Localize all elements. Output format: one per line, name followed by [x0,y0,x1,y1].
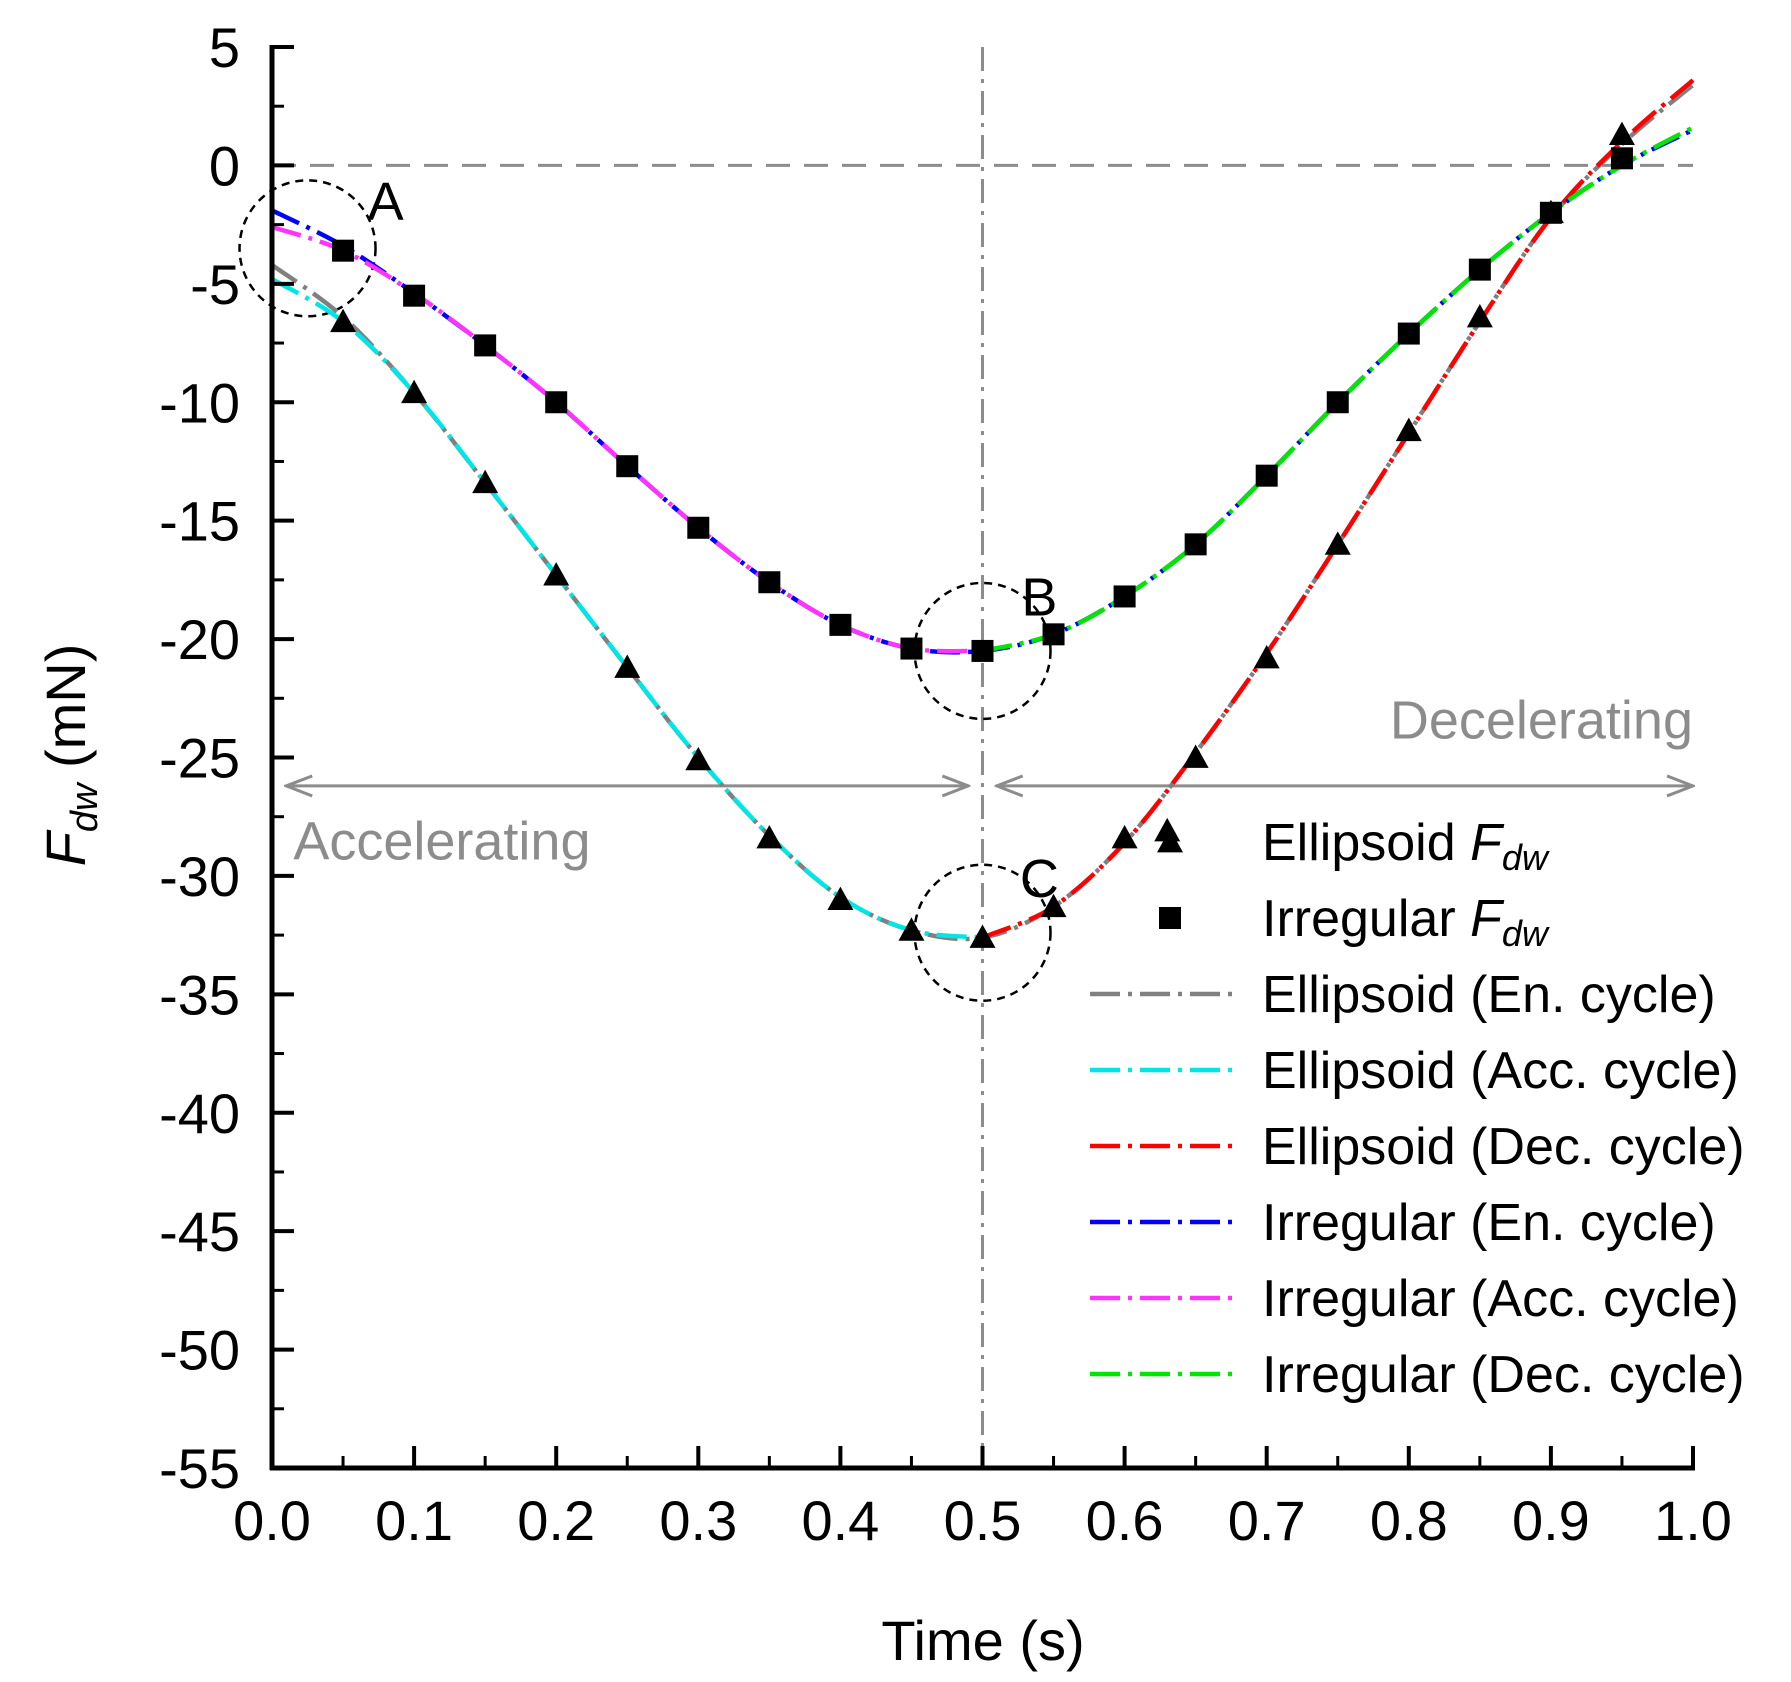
legend-marker-irregular [1159,907,1181,929]
x-axis-label: Time (s) [881,1609,1084,1672]
irregular-marker-point [332,239,355,262]
irregular-marker-point [1326,391,1349,414]
irregular-marker-point [1113,585,1136,608]
y-tick-label: -50 [159,1319,240,1382]
irregular-marker-point [900,637,923,660]
accelerating-label: Accelerating [293,811,590,871]
ellipsoid-marker-point [1324,531,1351,555]
x-tick-label: 0.0 [233,1489,311,1552]
irregular-marker-point [1042,623,1065,646]
x-tick-label: 1.0 [1654,1489,1732,1552]
ellipsoid-marker-point [1253,645,1280,669]
y-axis-label-subscript: dw [64,781,106,832]
y-axis-label-unit: (mN) [34,644,97,784]
y-tick-label: -45 [159,1200,240,1263]
y-axis-label-symbol: F [34,829,97,866]
highlight-circle-a [238,179,377,318]
x-tick-label: 0.3 [659,1489,737,1552]
ellipsoid-marker-point [1040,893,1067,918]
x-tick-label: 0.6 [1086,1489,1164,1552]
x-tick-label: 0.5 [944,1489,1022,1552]
irregular-marker-point [829,613,852,636]
y-tick-label: -20 [159,608,240,671]
ellipsoid-marker-point [898,917,925,941]
series-line-irregular-acc-cycle [271,224,983,654]
y-tick-label: -5 [190,253,240,316]
y-tick-label: -55 [159,1437,240,1500]
legend-label-irregular-dec-cycle: Irregular (Dec. cycle) [1262,1346,1745,1404]
legend-label-ellipsoid-en-cycle: Ellipsoid (En. cycle) [1262,966,1716,1024]
irregular-marker-point [1397,322,1420,345]
highlight-label-a: A [368,172,404,232]
ellipsoid-marker-point [1111,825,1138,849]
legend-marker-ellipsoid [1157,829,1183,853]
y-tick-label: -10 [159,371,240,434]
irregular-marker-point [545,391,568,414]
y-tick-label: -35 [159,963,240,1026]
irregular-marker-point [758,571,781,594]
irregular-marker-point [1610,147,1633,170]
ellipsoid-marker-point [1608,121,1635,146]
y-tick-label: -15 [159,490,240,553]
ellipsoid-marker-point [401,379,428,404]
x-tick-label: 0.9 [1512,1489,1590,1552]
marker-layer [330,121,1635,948]
y-tick-label: -40 [159,1082,240,1145]
axes-layer: 0.0 0.1 0.2 0.3 0.4 0.5 0.6 0.7 0.8 0.9 1.0 5 0 -5 -10… [159,16,1732,1552]
x-tick-label: 0.1 [375,1489,453,1552]
ellipsoid-marker-point [1182,744,1209,768]
irregular-marker-point [474,334,497,357]
irregular-marker-point [971,639,994,662]
y-tick-label: 0 [209,134,240,197]
highlight-label-b: B [1021,567,1057,627]
irregular-marker-point [1468,258,1491,281]
ellipsoid-marker-point [1466,303,1493,328]
y-tick-label: -30 [159,845,240,908]
x-tick-label: 0.7 [1228,1489,1306,1552]
series-line-irregular-en-cycle [270,127,1695,655]
ellipsoid-marker-point [1154,817,1181,842]
ellipsoid-marker-point [685,746,712,771]
decelerating-label: Decelerating [1390,691,1693,751]
irregular-marker-point [1255,464,1278,487]
x-tick-label: 0.8 [1370,1489,1448,1552]
irregular-marker-point [1184,533,1207,556]
ellipsoid-marker-point [330,308,357,333]
irregular-marker-point [616,455,639,478]
irregular-marker-point [687,516,710,539]
series-line-irregular-dec-cycle [981,125,1695,654]
legend-label-irregular-fdw: Irregular Fdw [1262,890,1550,954]
legend-label-ellipsoid-dec-cycle: Ellipsoid (Dec. cycle) [1262,1118,1745,1176]
y-axis-label: Fdw (mN) [34,644,106,867]
ellipsoid-marker-point [472,469,499,494]
series-line-ellipsoid-dec-cycle [981,78,1695,940]
ellipsoid-marker-point [614,654,641,678]
legend-label-ellipsoid-acc-cycle: Ellipsoid (Acc. cycle) [1262,1042,1739,1100]
ellipsoid-marker-point [756,825,783,849]
reference-lines [272,47,1693,1468]
irregular-marker-point [403,284,426,307]
ellipsoid-marker-point [827,886,854,910]
y-tick-label: -25 [159,727,240,790]
ellipsoid-marker-point [543,562,570,586]
x-tick-label: 0.4 [801,1489,879,1552]
x-tick-label: 0.2 [517,1489,595,1552]
series-line-ellipsoid-acc-cycle [270,277,983,940]
y-tick-label: 5 [209,16,240,79]
legend: Ellipsoid Fdw Irregular Fdw Ellipsoid (En.… [1090,814,1745,1404]
irregular-marker-point [1539,201,1562,224]
legend-label-irregular-en-cycle: Irregular (En. cycle) [1262,1194,1716,1252]
ellipsoid-marker-point [969,924,996,948]
legend-label-irregular-acc-cycle: Irregular (Acc. cycle) [1262,1270,1739,1328]
legend-label-ellipsoid-fdw: Ellipsoid Fdw [1262,814,1550,878]
ellipsoid-marker-point [1395,417,1422,442]
